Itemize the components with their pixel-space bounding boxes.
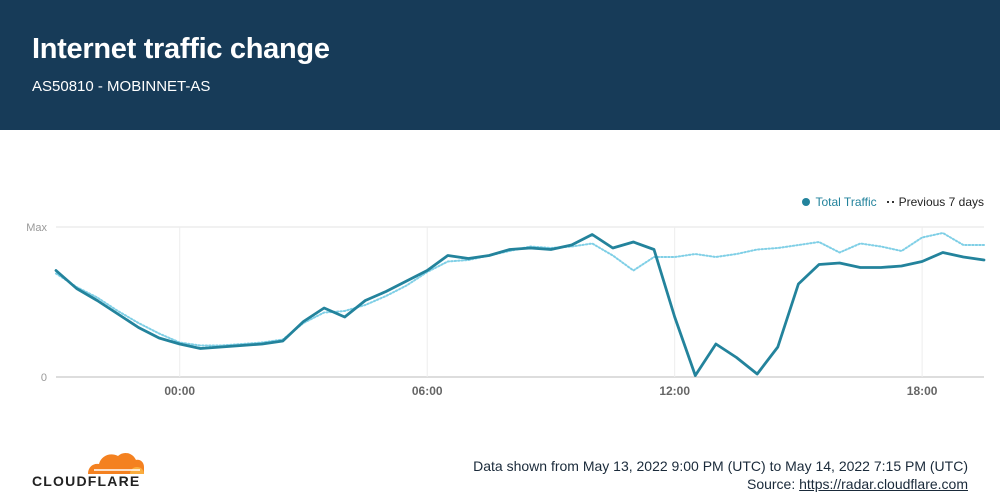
legend-label-total-traffic: Total Traffic xyxy=(815,195,877,209)
source-line: Source: https://radar.cloudflare.com xyxy=(473,475,968,493)
data-range-text: Data shown from May 13, 2022 9:00 PM (UT… xyxy=(473,458,968,474)
y-tick-label-max: Max xyxy=(26,222,47,234)
chart-legend: Total Traffic Previous 7 days xyxy=(802,195,984,209)
cloudflare-cloud-icon xyxy=(88,452,144,474)
legend-dot-icon xyxy=(802,198,811,206)
footer-info: Data shown from May 13, 2022 9:00 PM (UT… xyxy=(473,457,968,493)
cloudflare-wordmark: CLOUDFLARE xyxy=(32,473,141,489)
x-tick-label: 18:00 xyxy=(907,384,938,398)
chart-axes: 00:00 06:00 12:00 18:00 Max 0 xyxy=(26,222,938,398)
legend-item-total-traffic[interactable]: Total Traffic xyxy=(802,195,877,209)
x-tick-label: 12:00 xyxy=(659,384,690,398)
series-line-total-traffic xyxy=(54,233,986,377)
legend-item-previous-7-days[interactable]: Previous 7 days xyxy=(886,195,984,209)
page-subtitle: AS50810 - MOBINNET-AS xyxy=(32,78,211,95)
chart-series xyxy=(54,232,986,377)
source-link[interactable]: https://radar.cloudflare.com xyxy=(799,476,968,492)
header-banner: Internet traffic change AS50810 - MOBINN… xyxy=(0,0,1000,130)
legend-dotted-line-icon xyxy=(886,201,894,203)
source-label: Source: xyxy=(746,476,800,492)
x-tick-label: 06:00 xyxy=(412,384,443,398)
y-tick-label-zero: 0 xyxy=(41,372,47,384)
chart-grid xyxy=(56,226,984,378)
page-title: Internet traffic change xyxy=(32,33,330,65)
legend-label-previous-7-days: Previous 7 days xyxy=(898,195,984,209)
x-tick-label: 00:00 xyxy=(164,384,195,398)
